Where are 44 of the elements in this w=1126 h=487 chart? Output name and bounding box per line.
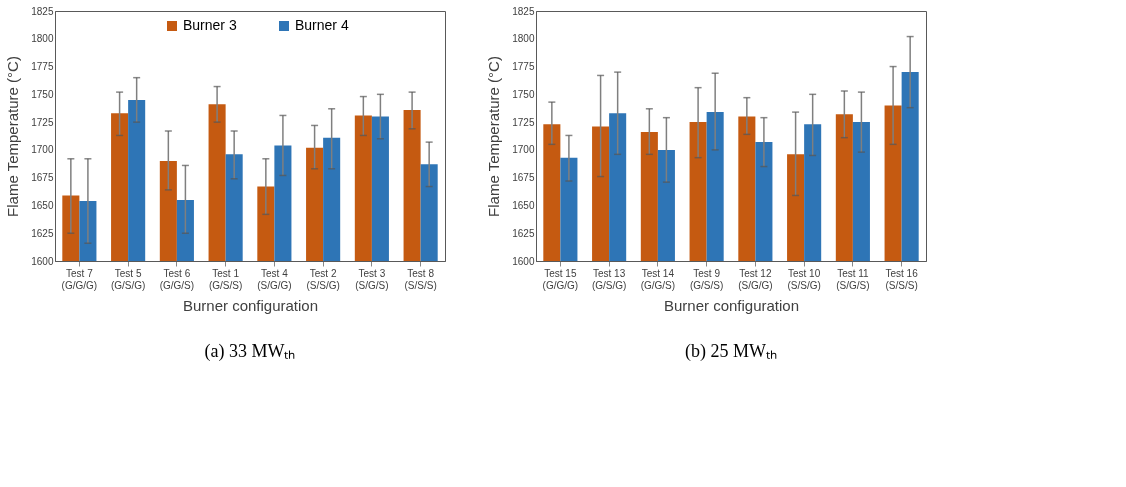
y-tick-label: 1825 [31,5,54,17]
y-tick-label: 1700 [31,144,54,156]
y-tick-label: 1625 [512,227,535,239]
x-tick-label: Test 12 (S/G/G) [738,267,773,291]
y-tick-label: 1675 [512,172,535,184]
y-tick-label: 1650 [31,199,54,211]
x-tick-label: Test 6 (G/G/S) [159,267,195,291]
x-tick-label: Test 4 (S/G/G) [257,267,292,291]
x-tick-label: Test 11 (S/G/S) [836,267,870,291]
x-tick-label: Test 7 (G/G/G) [61,267,98,291]
y-tick-label: 1825 [512,5,535,17]
x-tick-label: Test 5 (G/S/G) [110,267,146,291]
x-tick-label: Test 3 (S/G/S) [355,267,389,291]
x-tick-label: Test 13 (G/S/G) [591,267,627,291]
x-tick-label: Test 2 (S/S/G) [306,267,340,291]
legend-label: Burner 4 [295,17,349,33]
text: (b) 25 MWₜₕ [685,341,777,362]
y-axis-title: Flame Temperature (°C) [485,56,503,217]
y-tick-label: 1625 [31,227,54,239]
y-tick-label: 1750 [512,88,535,100]
y-tick-label: 1675 [31,172,54,184]
x-tick-label: Test 15 (G/G/G) [542,267,579,291]
y-axis-title: Flame Temperature (°C) [4,56,22,217]
y-tick-label: 1700 [512,144,535,156]
x-axis-title: Burner configuration [182,296,319,314]
x-tick-label: Test 14 (G/G/S) [640,267,676,291]
y-tick-label: 1800 [512,33,535,45]
x-tick-label: Test 8 (S/S/S) [404,267,437,291]
x-tick-label: Test 10 (S/S/G) [787,267,821,291]
y-tick-label: 1775 [31,61,54,73]
x-axis-title: Burner configuration [663,296,800,314]
y-tick-label: 1600 [31,255,54,267]
x-tick-label: Test 9 (G/S/S) [689,267,724,291]
y-tick-label: 1650 [512,199,535,211]
y-tick-label: 1750 [31,88,54,100]
x-tick-label: Test 1 (G/S/S) [208,267,243,291]
y-tick-label: 1725 [31,116,54,128]
y-tick-label: 1800 [31,33,54,45]
y-tick-label: 1725 [512,116,535,128]
legend-label: Burner 3 [183,17,237,33]
text: (a) 33 MWₜₕ [204,341,296,362]
y-tick-label: 1775 [512,61,535,73]
x-tick-label: Test 16 (S/S/S) [885,267,919,291]
y-tick-label: 1600 [512,255,535,267]
